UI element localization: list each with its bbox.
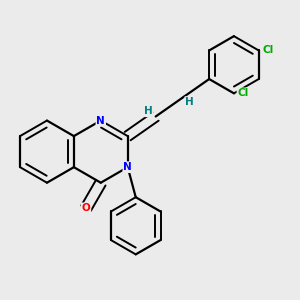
Text: N: N [123,162,132,172]
Text: H: H [185,97,194,107]
Text: O: O [82,203,90,213]
Text: N: N [96,116,105,126]
Text: Cl: Cl [262,46,274,56]
Text: H: H [144,106,153,116]
Text: Cl: Cl [238,88,249,98]
